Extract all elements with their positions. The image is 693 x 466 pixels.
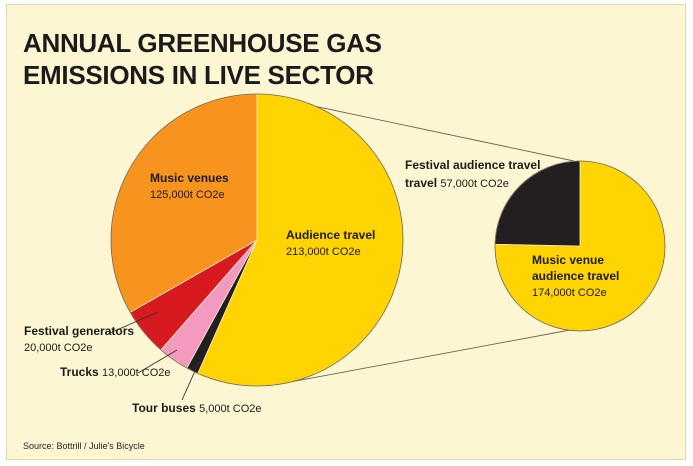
connector-line [284, 329, 571, 384]
chart-title-line-2: EMISSIONS IN LIVE SECTOR [23, 60, 374, 90]
leader-line [137, 349, 178, 374]
slice-label: Music venue audience travel 174,000t CO2e [532, 253, 619, 299]
slice-label: Audience travel 213,000t CO2e [286, 228, 375, 258]
slice-value: 125,000t CO2e [150, 189, 225, 201]
slice-value: 20,000t CO2e [24, 342, 93, 354]
slice-label: travel 57,000t CO2e [405, 176, 509, 190]
slice-name: Music venue [532, 253, 604, 267]
slice-name: travel [405, 176, 440, 190]
slice-name: Audience travel [286, 228, 375, 242]
slice-name: Trucks [60, 365, 102, 379]
slice-labels: Music venues 125,000t CO2e Audience travel… [24, 158, 619, 415]
slice-value: 57,000t CO2e [440, 178, 509, 190]
pie-outline [110, 93, 404, 387]
slice-label: Music venues 125,000t CO2e [150, 171, 229, 201]
breakdown-pie [494, 160, 666, 332]
main-pie [110, 93, 404, 387]
slice-name: Music venues [150, 171, 229, 185]
slice-label: Festival audience travel [405, 158, 540, 172]
source-note: Source: Bottrill / Julie's Bicycle [23, 441, 145, 451]
pie-slice-festival-audience-travel [494, 160, 581, 247]
slice-value: 13,000t CO2e [102, 367, 171, 379]
slice-label: Tour buses 5,000t CO2e [132, 401, 262, 415]
slice-name: audience travel [532, 269, 619, 283]
slice-name: Tour buses [132, 401, 199, 415]
slice-name: Festival generators [24, 324, 134, 338]
leader-line [181, 361, 200, 401]
pie-outline [494, 160, 666, 332]
chart-title: ANNUAL GREENHOUSE GAS EMISSIONS IN LIVE … [23, 27, 383, 91]
leader-line [109, 311, 159, 334]
chart-title-line-1: ANNUAL GREENHOUSE GAS [23, 28, 382, 58]
leader-lines [109, 311, 200, 401]
slice-value: 5,000t CO2e [199, 403, 261, 415]
slice-label: Festival generators 20,000t CO2e [24, 324, 134, 354]
slice-name: Festival audience travel [405, 158, 540, 172]
slice-value: 213,000t CO2e [286, 246, 361, 258]
slice-label: Trucks 13,000t CO2e [60, 365, 171, 379]
slice-value: 174,000t CO2e [532, 287, 607, 299]
